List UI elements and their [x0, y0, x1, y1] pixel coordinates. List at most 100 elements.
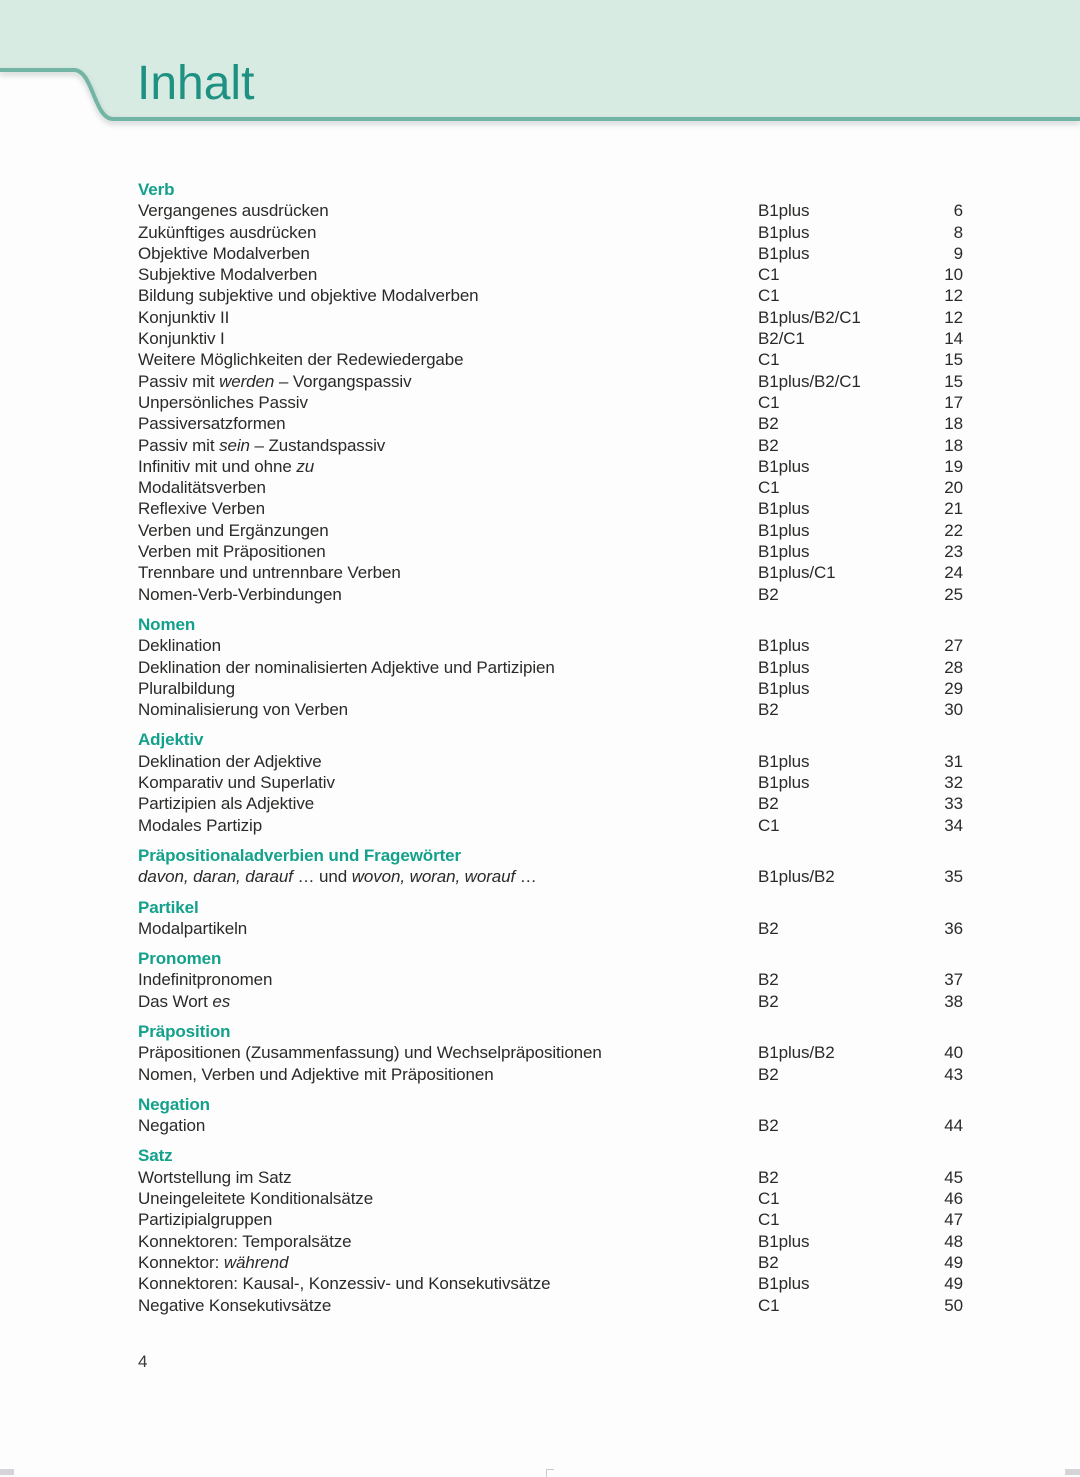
toc-entry-title: Nominalisierung von Verben	[138, 700, 349, 720]
toc-entry-page: 46	[944, 1189, 963, 1209]
toc-entry-level: B1plus	[758, 773, 810, 793]
header-band	[0, 0, 1080, 121]
toc-entry-level: B1plus	[758, 1231, 810, 1251]
toc-entry-title: Komparativ und Superlativ	[138, 773, 335, 793]
toc-entry: Konnektoren: Kausal-, Konzessiv- und Kon…	[138, 1273, 963, 1294]
toc-entry-level: B1plus	[758, 542, 810, 562]
toc-section-heading: Partikel	[138, 897, 199, 917]
toc-entry-title: Subjektive Modalverben	[138, 265, 318, 285]
toc-entry: Negation B2 44	[138, 1115, 963, 1136]
toc-entry-level: B1plus	[758, 657, 810, 677]
toc-section: Negation Negation B2 44	[138, 1094, 963, 1137]
toc-entry-level: B1plus	[758, 636, 810, 656]
toc-entry-page: 43	[944, 1064, 963, 1084]
toc-entry-level: B1plus/B2	[758, 1043, 835, 1063]
toc-entry-title: Konjunktiv II	[138, 307, 230, 327]
toc-entry-page: 9	[953, 243, 963, 263]
toc-entry: Trennbare und untrennbare Verben B1plus/C…	[138, 562, 963, 583]
toc-entry-level: B1plus	[758, 678, 810, 698]
toc-entry-title: Konnektoren: Kausal-, Konzessiv- und Kon…	[138, 1274, 551, 1294]
toc-entry-page: 34	[944, 815, 963, 835]
toc-entry-page: 14	[944, 329, 963, 349]
toc-entry-level: C1	[758, 815, 780, 835]
toc-section-heading: Adjektiv	[138, 730, 204, 750]
toc-entry-level: B1plus	[758, 520, 810, 540]
toc-entry-page: 49	[944, 1274, 963, 1294]
toc-entry-title: Zukünftiges ausdrücken	[138, 222, 317, 242]
toc-entry-title: Wortstellung im Satz	[138, 1167, 292, 1187]
toc-entry-page: 23	[944, 542, 963, 562]
toc-entry: Nomen, Verben und Adjektive mit Präposit…	[138, 1064, 963, 1085]
toc-entry-level: B1plus/B2/C1	[758, 307, 861, 327]
toc-entry-level: B1plus	[758, 1274, 810, 1294]
toc-entry-title: Reflexive Verben	[138, 499, 265, 519]
toc-entry: Negative Konsekutivsätze C1 50	[138, 1295, 963, 1316]
table-of-contents: Verb Vergangenes ausdrücken B1plus 6 Zukünft…	[138, 170, 963, 1316]
toc-entry-page: 30	[944, 700, 963, 720]
toc-entry: Vergangenes ausdrücken B1plus 6	[138, 200, 963, 221]
toc-entry-title: Bildung subjektive und objektive Modalve…	[138, 286, 479, 306]
toc-section: Adjektiv Deklination der Adjektive B1plus 3…	[138, 729, 963, 835]
toc-section-heading: Satz	[138, 1146, 173, 1166]
toc-entry-level: B1plus	[758, 222, 810, 242]
toc-entry-page: 47	[944, 1210, 963, 1230]
toc-section: Satz Wortstellung im Satz B2 45 Uneingeleite…	[138, 1145, 963, 1315]
toc-entry-page: 29	[944, 678, 963, 698]
toc-entry-title: Infinitiv mit und ohne zu	[138, 456, 315, 476]
toc-entry-level: B1plus	[758, 751, 810, 771]
toc-entry-page: 44	[944, 1116, 963, 1136]
toc-entry: Reflexive Verben B1plus 21	[138, 498, 963, 519]
toc-entry-page: 12	[944, 307, 963, 327]
toc-entry-title: Nomen, Verben und Adjektive mit Präposit…	[138, 1064, 494, 1084]
header-band-border	[0, 68, 1080, 121]
toc-section-heading: Verb	[138, 180, 175, 199]
toc-entry: Indefinitpronomen B2 37	[138, 969, 963, 990]
toc-entry: Modalitätsverben C1 20	[138, 477, 963, 498]
toc-entry-page: 28	[944, 657, 963, 677]
toc-entry: Konjunktiv I B2/C1 14	[138, 328, 963, 349]
toc-entry: Passiversatzformen B2 18	[138, 413, 963, 434]
toc-entry-title: Unpersönliches Passiv	[138, 392, 308, 412]
toc-entry-title: Partizipien als Adjektive	[138, 794, 315, 814]
toc-entry-title: Präpositionen (Zusammenfassung) und Wech…	[138, 1043, 602, 1063]
toc-section: Verb Vergangenes ausdrücken B1plus 6 Zukünft…	[138, 179, 963, 605]
toc-entry-title: Passiv mit werden – Vorgangspassiv	[138, 371, 412, 391]
toc-entry: Pluralbildung B1plus 29	[138, 678, 963, 699]
toc-entry-level: B1plus/C1	[758, 563, 836, 583]
toc-entry-page: 48	[944, 1231, 963, 1251]
toc-entry-level: C1	[758, 350, 780, 370]
toc-entry-level: B1plus	[758, 499, 810, 519]
toc-entry-title: Uneingeleitete Konditionalsätze	[138, 1189, 374, 1209]
toc-entry-page: 40	[944, 1043, 963, 1063]
toc-entry-title: Deklination	[138, 636, 222, 656]
toc-section: Pronomen Indefinitpronomen B2 37 Das Wort es…	[138, 948, 963, 1012]
crop-mark-bottom-left	[0, 1469, 14, 1475]
toc-entry-page: 18	[944, 435, 963, 455]
toc-entry-level: B1plus	[758, 456, 810, 476]
toc-entry-page: 22	[944, 520, 963, 540]
toc-entry-level: C1	[758, 265, 780, 285]
toc-entry-title: Objektive Modalverben	[138, 243, 310, 263]
toc-entry-level: B1plus	[758, 243, 810, 263]
toc-entry: Präpositionen (Zusammenfassung) und Wech…	[138, 1042, 963, 1063]
toc-entry-title: Passiversatzformen	[138, 414, 286, 434]
toc-entry-page: 25	[944, 584, 963, 604]
toc-entry: Komparativ und Superlativ B1plus 32	[138, 772, 963, 793]
toc-entry-title: Partizipialgruppen	[138, 1210, 273, 1230]
toc-entry: Wortstellung im Satz B2 45	[138, 1167, 963, 1188]
toc-entry: Unpersönliches Passiv C1 17	[138, 392, 963, 413]
toc-entry-title: Deklination der nominalisierten Adjektiv…	[138, 657, 555, 677]
toc-entry: Weitere Möglichkeiten der Redewiedergabe…	[138, 349, 963, 370]
toc-entry: Passiv mit werden – Vorgangspassiv B1plus…	[138, 371, 963, 392]
toc-entry: Konnektoren: Temporalsätze B1plus 48	[138, 1231, 963, 1252]
toc-entry-level: C1	[758, 478, 780, 498]
toc-entry: Passiv mit sein – Zustandspassiv B2 18	[138, 435, 963, 456]
toc-entry: Uneingeleitete Konditionalsätze C1 46	[138, 1188, 963, 1209]
toc-entry-page: 37	[944, 970, 963, 990]
toc-entry-page: 15	[944, 350, 963, 370]
toc-entry-page: 15	[944, 371, 963, 391]
toc-entry-level: B2/C1	[758, 329, 805, 349]
toc-entry: Nomen-Verb-Verbindungen B2 25	[138, 584, 963, 605]
toc-entry-page: 6	[953, 201, 963, 221]
